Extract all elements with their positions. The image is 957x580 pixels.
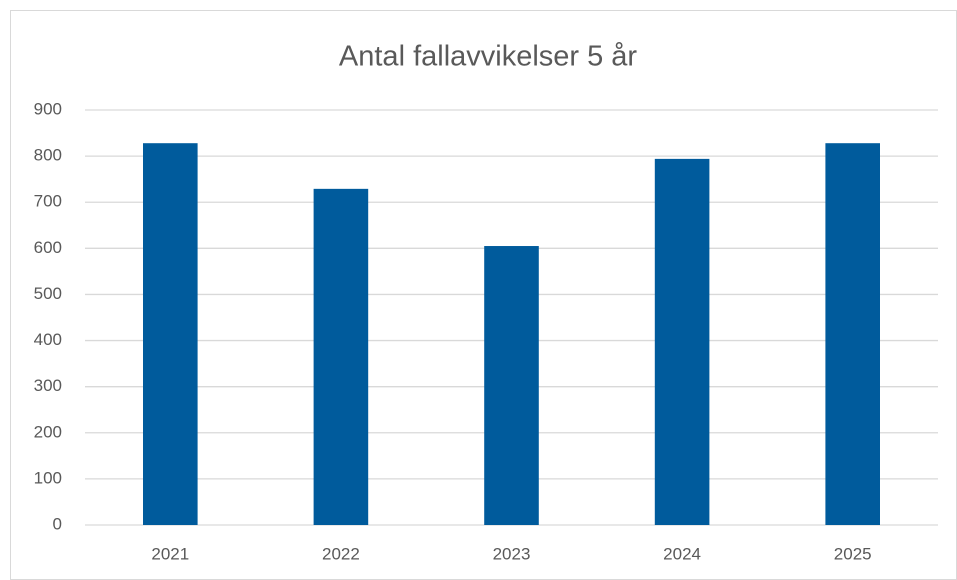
y-tick-label: 500 — [34, 284, 62, 303]
y-tick-label: 900 — [34, 99, 62, 118]
bar — [484, 246, 539, 525]
y-tick-label: 600 — [34, 238, 62, 257]
bar — [654, 158, 710, 525]
y-tick-label: 0 — [53, 514, 62, 533]
x-tick-label: 2021 — [151, 544, 189, 563]
y-tick-label: 300 — [34, 376, 62, 395]
y-tick-label: 400 — [34, 330, 62, 349]
x-tick-label: 2024 — [663, 544, 701, 563]
y-tick-label: 100 — [34, 468, 62, 487]
y-tick-label: 800 — [34, 146, 62, 165]
bar — [825, 143, 880, 525]
y-tick-label: 200 — [34, 422, 62, 441]
chart-title: Antal fallavvikelser 5 år — [339, 41, 638, 73]
bar — [143, 143, 198, 525]
y-tick-label: 700 — [34, 192, 62, 211]
x-tick-label: 2023 — [493, 544, 531, 563]
bar — [313, 188, 369, 525]
x-tick-label: 2025 — [834, 544, 872, 563]
x-tick-label: 2022 — [322, 544, 360, 563]
